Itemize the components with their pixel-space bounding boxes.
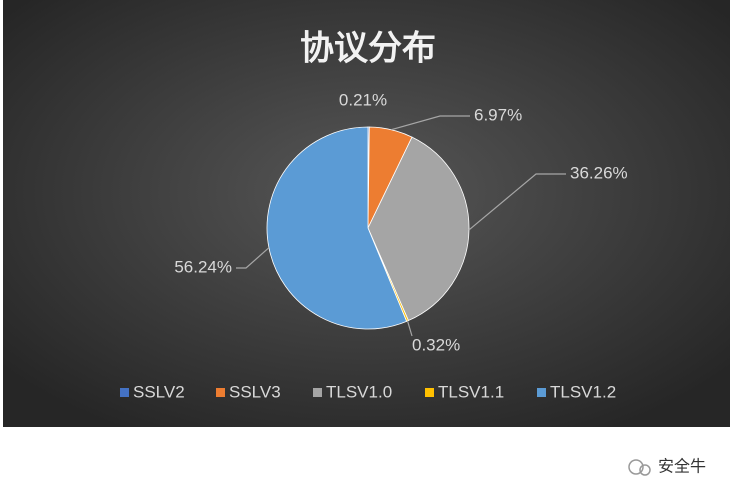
leader-line	[406, 320, 413, 337]
legend-swatch	[216, 388, 225, 397]
pie-slice	[367, 136, 470, 322]
chart-title: 协议分布	[300, 29, 436, 69]
data-label: 0.21%	[339, 90, 387, 109]
legend-label: TLSV1.0	[326, 382, 392, 401]
watermark-icon	[628, 459, 651, 476]
watermark: 安全牛	[658, 457, 706, 476]
data-label: 56.24%	[174, 257, 232, 276]
leader-line	[468, 173, 566, 231]
legend-label: SSLV2	[133, 382, 185, 401]
data-label: 36.26%	[570, 163, 628, 182]
leader-line	[391, 115, 470, 131]
leader-line	[236, 247, 270, 269]
data-label: 6.97%	[474, 105, 522, 124]
pie-slice	[266, 126, 408, 330]
legend-label: SSLV3	[229, 382, 281, 401]
legend-label: TLSV1.2	[550, 382, 616, 401]
legend-swatch	[313, 388, 322, 397]
data-label: 0.32%	[412, 335, 460, 354]
legend-swatch	[537, 388, 546, 397]
legend-swatch	[425, 388, 434, 397]
legend-swatch	[120, 388, 129, 397]
legend-label: TLSV1.1	[438, 382, 504, 401]
